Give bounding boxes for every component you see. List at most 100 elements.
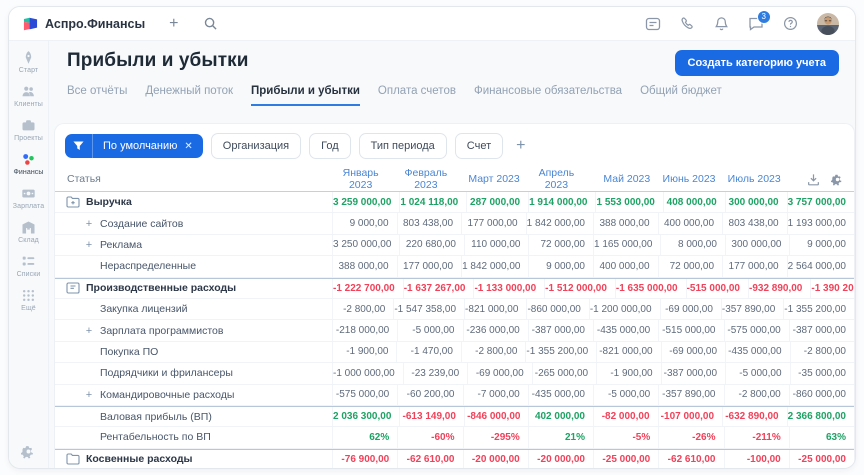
- active-filter-button[interactable]: По умолчанию ✕: [65, 134, 203, 158]
- cell-value: -1 355 200,00: [783, 298, 854, 320]
- cell-value: 1 914 000,00: [528, 192, 595, 213]
- sidebar: Старт Клиенты Проекты Финансы Зарплата С…: [9, 41, 49, 468]
- filter-chip[interactable]: Счет: [454, 133, 504, 159]
- cell-value: -25 000,00: [593, 449, 658, 468]
- sidebar-item-projects[interactable]: Проекты: [13, 118, 44, 142]
- sidebar-item-label: Списки: [16, 271, 41, 278]
- clear-filter-icon[interactable]: ✕: [184, 140, 193, 152]
- filter-chip[interactable]: Тип периода: [358, 133, 447, 159]
- notes-icon[interactable]: [645, 16, 661, 32]
- row-label: Подрядчики и фрилансеры: [100, 367, 233, 380]
- search-icon[interactable]: [204, 17, 218, 30]
- sidebar-item-start[interactable]: Старт: [13, 50, 44, 74]
- cell-value: 8 000,00: [660, 234, 725, 256]
- row-article-cell: Валовая прибыль (ВП): [55, 407, 332, 426]
- sidebar-item-warehouse[interactable]: Склад: [13, 220, 44, 244]
- sidebar-item-more[interactable]: Ещё: [13, 288, 44, 312]
- tab-1[interactable]: Денежный поток: [145, 85, 233, 106]
- table-row[interactable]: Валовая прибыль (ВП) 2 036 300,00 -613 149…: [55, 405, 854, 428]
- sidebar-item-finances[interactable]: Финансы: [13, 152, 44, 176]
- sidebar-item-label: Ещё: [21, 305, 36, 312]
- cell-value: 9 000,00: [332, 213, 397, 234]
- table-header-row: Статья Январь 2023 Февраль 2023 Март 2023 Ап…: [55, 167, 854, 192]
- row-label: Закупка лицензий: [100, 303, 188, 316]
- cell-value: 388 000,00: [332, 256, 397, 277]
- table-row[interactable]: Покупка ПО -1 900,00 -1 470,00 -2 800,00 -1 …: [55, 341, 854, 364]
- cell-value: 62%: [332, 427, 397, 448]
- tab-0[interactable]: Все отчёты: [67, 85, 127, 106]
- add-icon[interactable]: +: [169, 14, 179, 32]
- chat-icon[interactable]: 3: [748, 10, 771, 31]
- cell-value: -26%: [658, 427, 723, 448]
- filter-chip[interactable]: Год: [309, 133, 351, 159]
- column-header-month[interactable]: Январь 2023: [332, 167, 397, 191]
- bell-icon[interactable]: [714, 16, 729, 31]
- funnel-icon: [65, 134, 93, 158]
- cell-value: -821 000,00: [596, 341, 660, 363]
- table-row[interactable]: Закупка лицензий -2 800,00 -1 547 358,00 -8…: [55, 298, 854, 321]
- help-icon[interactable]: [783, 16, 798, 31]
- create-category-button[interactable]: Создать категорию учета: [674, 50, 839, 76]
- column-header-month[interactable]: Июнь 2023: [658, 167, 723, 191]
- table-row[interactable]: + Реклама 3 250 000,00 220 680,00 110 000,00…: [55, 234, 854, 257]
- row-article-cell: Подрядчики и фрилансеры: [55, 363, 332, 383]
- table-row[interactable]: + Создание сайтов 9 000,00 803 438,00 177 00…: [55, 213, 854, 235]
- table-row[interactable]: + Командировочные расходы -575 000,00 -60 2…: [55, 384, 854, 406]
- cell-value: -100,00: [723, 449, 789, 468]
- sidebar-item-lists[interactable]: Списки: [13, 254, 44, 278]
- add-filter-icon[interactable]: +: [516, 137, 526, 154]
- phone-icon[interactable]: [680, 16, 695, 31]
- table-row[interactable]: Косвенные расходы -76 900,00 -62 610,00 -20…: [55, 448, 854, 468]
- table-settings-gear-icon[interactable]: [831, 173, 844, 186]
- expand-icon[interactable]: +: [85, 324, 93, 337]
- cell-value: 177 000,00: [396, 256, 462, 277]
- row-article-cell: Рентабельность по ВП: [55, 427, 332, 447]
- cell-value: 1 193 000,00: [786, 213, 854, 234]
- table-row[interactable]: Нераспределенные 388 000,00 177 000,00 1 84…: [55, 256, 854, 278]
- tab-2[interactable]: Прибыли и убытки: [251, 85, 360, 106]
- cell-value: -1 470,00: [396, 341, 460, 363]
- row-label: Зарплата программистов: [100, 324, 224, 337]
- cell-value: -1 635 000,00: [614, 278, 686, 298]
- table-row[interactable]: Производственные расходы -1 222 700,00 -1 …: [55, 277, 854, 299]
- tab-3[interactable]: Оплата счетов: [378, 85, 456, 106]
- cell-value: -860 000,00: [526, 298, 588, 320]
- row-article-cell: Покупка ПО: [55, 342, 332, 362]
- avatar[interactable]: [817, 12, 839, 35]
- table-row[interactable]: + Зарплата программистов -218 000,00 -5 000…: [55, 320, 854, 342]
- folder-icon[interactable]: [66, 453, 80, 465]
- folder-minus-icon[interactable]: [66, 282, 80, 294]
- sidebar-item-salary[interactable]: Зарплата: [13, 186, 44, 210]
- sidebar-item-clients[interactable]: Клиенты: [13, 84, 44, 108]
- folder-plus-icon[interactable]: [66, 196, 80, 208]
- filter-bar: По умолчанию ✕ Организация Год Тип периода…: [55, 124, 854, 167]
- topbar-actions: 3: [645, 10, 839, 35]
- expand-icon[interactable]: +: [85, 388, 93, 401]
- cell-value: 1 842 000,00: [461, 256, 528, 277]
- cell-value: -515 000,00: [658, 320, 723, 341]
- column-header-month[interactable]: Март 2023: [463, 167, 528, 191]
- tab-4[interactable]: Финансовые обязательства: [474, 85, 622, 106]
- column-header-month[interactable]: Июль 2023: [724, 167, 789, 191]
- column-header-month[interactable]: Февраль 2023: [397, 167, 462, 191]
- expand-icon[interactable]: +: [85, 217, 93, 230]
- expand-icon[interactable]: +: [85, 238, 93, 251]
- row-article-cell: + Зарплата программистов: [55, 320, 332, 340]
- settings-gear-icon[interactable]: [21, 444, 36, 459]
- column-header-month[interactable]: Апрель 2023: [528, 167, 593, 191]
- cell-value: 9 000,00: [789, 234, 854, 256]
- cell-value: -69 000,00: [467, 363, 531, 384]
- clients-icon: [21, 84, 36, 99]
- filter-chip[interactable]: Организация: [210, 133, 302, 159]
- table-row[interactable]: Рентабельность по ВП 62% -60% -295% 21% -5% -2…: [55, 427, 854, 449]
- column-header-month[interactable]: Май 2023: [593, 167, 658, 191]
- cell-value: 2 366 800,00: [786, 406, 854, 427]
- download-icon[interactable]: [807, 173, 820, 186]
- table-row[interactable]: Подрядчики и фрилансеры -1 000 000,00 -23 …: [55, 363, 854, 385]
- tab-5[interactable]: Общий бюджет: [640, 85, 722, 106]
- table-row[interactable]: Выручка 3 259 000,00 1 024 118,00 287 000,0…: [55, 192, 854, 214]
- row-label: Косвенные расходы: [86, 453, 193, 466]
- row-article-cell: + Реклама: [55, 235, 332, 255]
- cell-value: 3 250 000,00: [332, 234, 399, 256]
- row-label: Нераспределенные: [100, 260, 197, 273]
